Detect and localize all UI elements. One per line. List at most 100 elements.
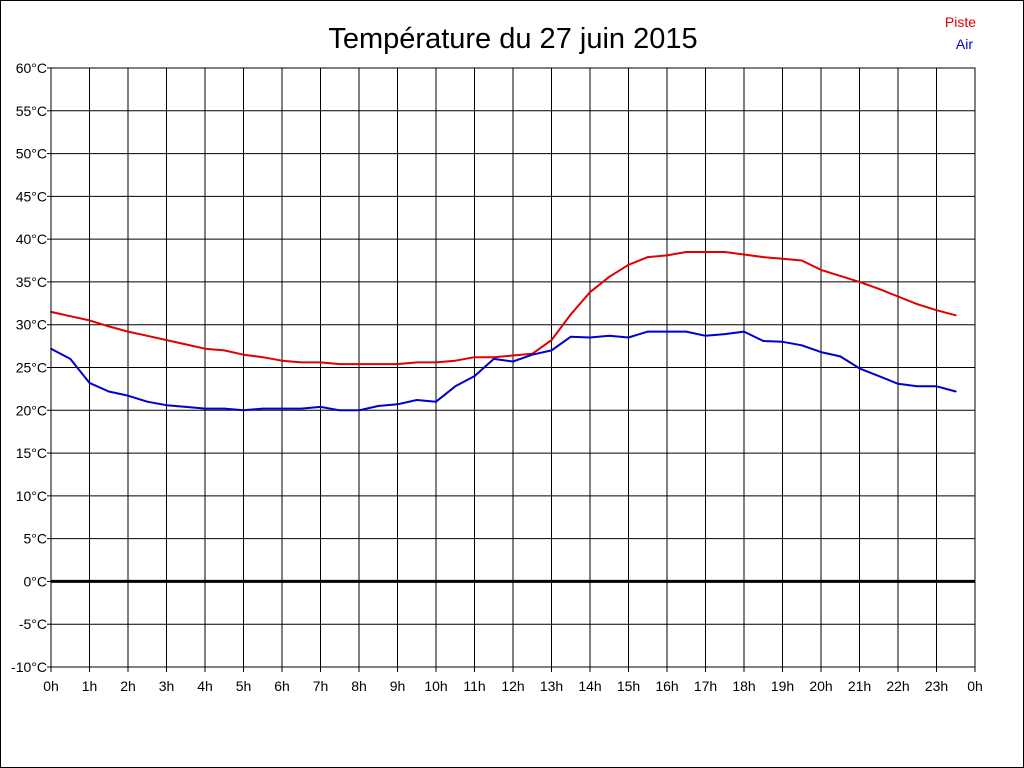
- x-tick-label: 2h: [120, 678, 136, 694]
- data-point-air: [107, 390, 110, 393]
- data-point-piste: [704, 251, 707, 253]
- data-point-piste: [88, 319, 91, 322]
- data-point-piste: [858, 281, 861, 283]
- axis-layer: 0h 1h 2h 3h 4h 5h 6h 7h 8h 9h 10h 11h 12h 13h 14h 15h 16…: [11, 60, 983, 694]
- data-point-air: [935, 385, 938, 388]
- plot-border: [50, 67, 976, 668]
- x-tick-label: 18h: [732, 678, 755, 694]
- data-point-piste: [223, 349, 226, 352]
- data-point-piste: [646, 256, 649, 258]
- data-point-piste: [473, 356, 476, 359]
- data-point-air: [916, 385, 919, 388]
- data-point-air: [454, 385, 457, 388]
- data-point-air: [569, 335, 572, 338]
- data-point-piste: [492, 356, 495, 359]
- data-point-piste: [935, 309, 938, 312]
- data-point-air: [396, 403, 399, 406]
- data-point-air: [69, 358, 72, 360]
- series-line-air: [50, 330, 957, 412]
- data-point-piste: [820, 269, 822, 271]
- data-point-air: [146, 400, 149, 403]
- data-point-piste: [435, 361, 437, 364]
- data-point-air: [377, 405, 380, 407]
- data-point-air: [492, 358, 495, 360]
- y-tick-label: 35°C: [16, 274, 47, 290]
- data-point-air: [281, 407, 283, 410]
- data-point-piste: [781, 257, 784, 260]
- data-point-piste: [743, 253, 745, 256]
- data-point-air: [127, 394, 129, 397]
- y-tick-label: 25°C: [16, 360, 47, 376]
- data-point-air: [877, 375, 880, 377]
- grid-layer: [50, 67, 976, 668]
- data-point-piste: [877, 287, 880, 290]
- data-point-piste: [666, 254, 668, 257]
- data-point-piste: [69, 315, 72, 318]
- data-point-air: [589, 336, 591, 339]
- x-tick-label: 0h: [43, 678, 59, 694]
- data-point-piste: [512, 354, 514, 357]
- data-point-air: [800, 344, 803, 347]
- data-point-piste: [454, 359, 457, 362]
- y-tick-label: 5°C: [24, 531, 48, 547]
- data-point-air: [550, 349, 553, 352]
- y-tick-label: -10°C: [11, 659, 47, 675]
- data-point-piste: [127, 330, 129, 333]
- data-point-air: [300, 407, 303, 410]
- x-tick-label: 11h: [463, 678, 485, 694]
- data-point-piste: [627, 263, 630, 266]
- x-tick-label: 5h: [236, 678, 252, 694]
- data-point-air: [88, 382, 91, 384]
- data-point-air: [415, 399, 418, 401]
- data-point-air: [762, 340, 765, 342]
- data-point-piste: [897, 295, 899, 298]
- data-point-air: [954, 390, 957, 393]
- data-point-piste: [608, 275, 611, 278]
- data-point-piste: [377, 363, 380, 365]
- data-point-piste: [415, 361, 418, 364]
- x-tick-label: 23h: [925, 678, 948, 694]
- x-tick-label: 17h: [694, 678, 717, 694]
- series-layer: [50, 251, 957, 412]
- data-point-piste: [204, 347, 206, 350]
- data-point-piste: [281, 359, 283, 362]
- data-point-piste: [184, 343, 187, 346]
- x-tick-label: 10h: [424, 678, 447, 694]
- y-tick-label: 0°C: [24, 573, 48, 589]
- legend-label-piste: Piste: [945, 14, 976, 30]
- data-point-air: [261, 407, 264, 410]
- data-point-piste: [723, 251, 726, 253]
- data-point-piste: [300, 361, 303, 364]
- data-point-piste: [165, 339, 168, 341]
- x-tick-label: 16h: [655, 678, 678, 694]
- data-point-air: [165, 404, 168, 407]
- data-point-air: [608, 334, 611, 337]
- x-tick-label: 20h: [809, 678, 832, 694]
- data-point-air: [685, 330, 688, 333]
- data-point-air: [184, 406, 187, 408]
- data-point-air: [242, 409, 245, 412]
- data-point-air: [646, 330, 649, 333]
- y-tick-label: -5°C: [19, 616, 47, 632]
- x-tick-label: 1h: [82, 678, 98, 694]
- data-point-air: [358, 409, 360, 412]
- data-point-air: [338, 409, 341, 412]
- data-point-piste: [954, 314, 957, 317]
- x-tick-label: 15h: [617, 678, 640, 694]
- data-point-air: [820, 351, 822, 353]
- data-point-piste: [396, 363, 399, 365]
- x-tick-label: 4h: [197, 678, 213, 694]
- x-tick-label: 21h: [848, 678, 871, 694]
- x-tick-label: 19h: [771, 678, 794, 694]
- data-point-piste: [762, 256, 765, 258]
- data-point-piste: [685, 251, 688, 253]
- data-point-piste: [319, 361, 322, 364]
- chart-title: Température du 27 juin 2015: [328, 23, 697, 55]
- data-point-air: [858, 367, 861, 370]
- data-point-piste: [916, 303, 919, 306]
- data-point-air: [435, 400, 437, 403]
- y-tick-label: 60°C: [16, 60, 47, 76]
- data-point-piste: [242, 353, 245, 356]
